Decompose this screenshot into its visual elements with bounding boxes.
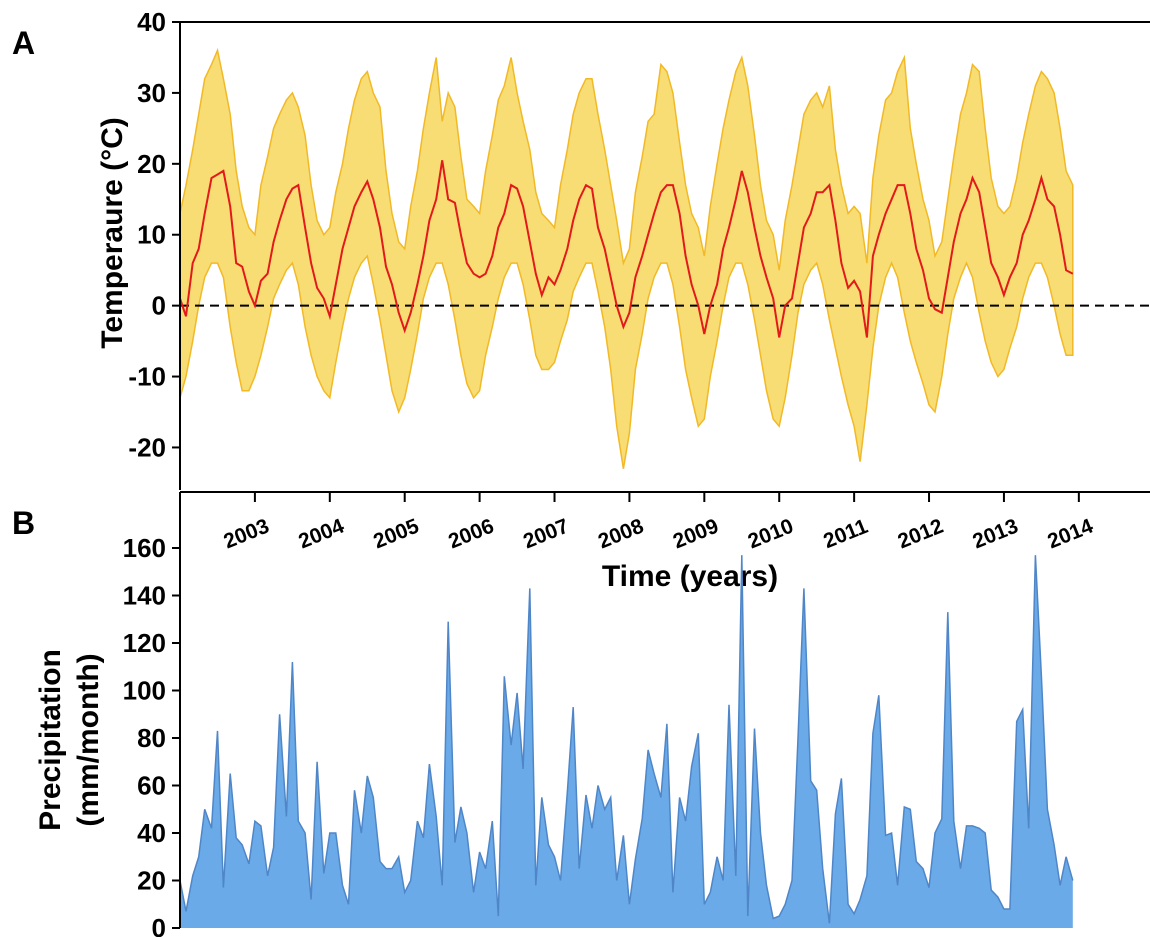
x-tick-label-year: 2006 xyxy=(445,515,497,554)
precipitation-y-tick-label: 40 xyxy=(137,818,166,848)
x-tick-label-year: 2010 xyxy=(745,515,797,554)
panel-label-a: A xyxy=(12,25,35,61)
panel-label-b: B xyxy=(12,505,35,541)
precipitation-area xyxy=(180,555,1073,928)
precipitation-y-tick-label: 140 xyxy=(123,581,166,611)
x-tick-label-year: 2013 xyxy=(970,515,1022,554)
mean-temperature-line xyxy=(179,160,1074,338)
temperature-y-tick-label: 0 xyxy=(152,291,166,321)
precipitation-y-ticks: 0 20 40 60 80 100 120 140 160 xyxy=(123,533,180,937)
x-tick-label-year: 2008 xyxy=(595,514,647,553)
precipitation-y-tick-label: 0 xyxy=(152,913,166,937)
temperature-y-tick-label: 10 xyxy=(137,220,166,250)
x-tick-label-year: 2014 xyxy=(1044,514,1096,553)
temperature-y-tick-label: 20 xyxy=(137,149,166,179)
temperature-y-tick-label: -20 xyxy=(128,432,166,462)
precipitation-axis-title-line-2: (mm/month) xyxy=(72,653,105,826)
x-tick-label-year: 2005 xyxy=(370,514,422,553)
temperature-axis-title: Temperaure (°C) xyxy=(96,117,129,349)
temperature-y-tick-label: 30 xyxy=(137,78,166,108)
precipitation-y-tick-label: 100 xyxy=(123,676,166,706)
temperature-y-ticks: -20 -10 0 10 20 30 40 xyxy=(128,7,180,462)
temperature-range-band xyxy=(179,47,1074,469)
precipitation-y-tick-label: 120 xyxy=(123,628,166,658)
temperature-y-tick-label: 40 xyxy=(137,7,166,37)
x-tick-label-year: 2009 xyxy=(670,515,722,554)
precipitation-y-tick-label: 20 xyxy=(137,866,166,896)
precipitation-panel: B Precipitation (mm/month) 0 20 40 60 80 100 1… xyxy=(12,492,1074,937)
temperature-plot-area xyxy=(179,47,1150,469)
temperature-panel: A Temperaure (°C) -20 -10 0 10 20 30 40 xyxy=(12,7,1150,490)
precipitation-y-tick-label: 80 xyxy=(137,723,166,753)
precipitation-axis-title-line-1: Precipitation xyxy=(34,649,67,831)
x-tick-label-year: 2004 xyxy=(295,514,347,553)
precipitation-y-tick-label: 160 xyxy=(123,533,166,563)
x-axis-title: Time (years) xyxy=(602,560,778,593)
x-tick-label-year: 2003 xyxy=(221,515,273,554)
precipitation-y-tick-label: 60 xyxy=(137,771,166,801)
x-tick-label-year: 2007 xyxy=(520,515,572,554)
x-tick-label-year: 2011 xyxy=(820,515,871,554)
precipitation-plot-area xyxy=(179,555,1074,928)
temperature-y-tick-label: -10 xyxy=(128,362,166,392)
precipitation-line xyxy=(179,555,1074,924)
x-tick-label-year: 2012 xyxy=(895,515,947,554)
time-x-axis: 2003 2004 2005 2006 2007 2008 2009 2010 2011 2012… xyxy=(180,491,1150,554)
